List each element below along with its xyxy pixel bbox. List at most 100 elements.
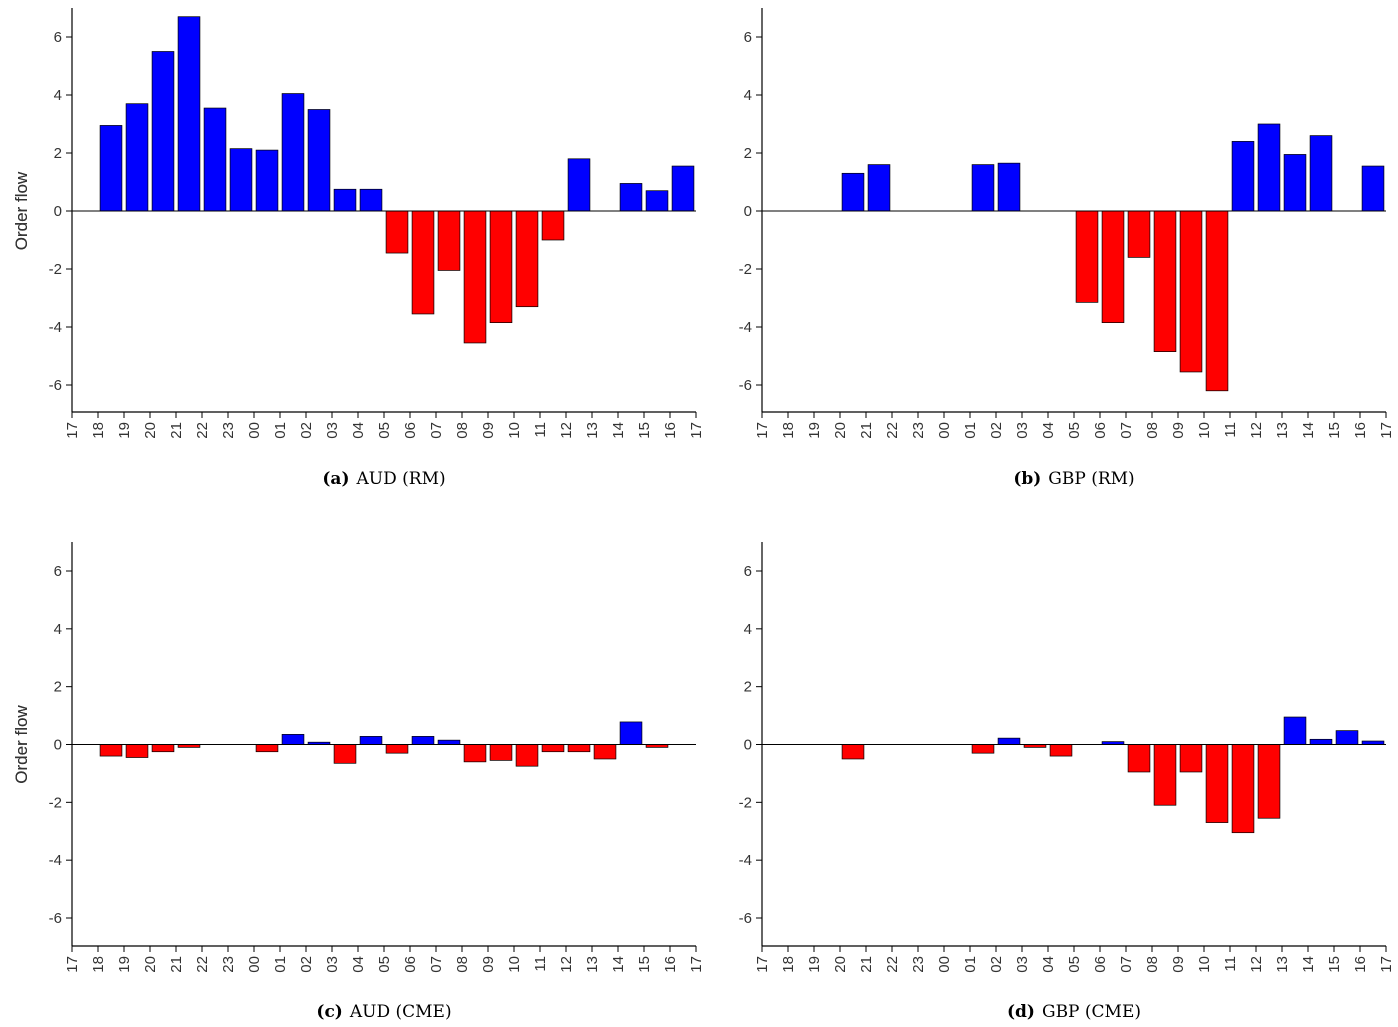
bar-13 xyxy=(1283,716,1307,745)
x-tick-label: 23 xyxy=(910,956,927,973)
bar-07 xyxy=(1127,744,1151,773)
x-tick-label: 17 xyxy=(754,422,771,439)
bar-07 xyxy=(437,739,461,745)
bar-01 xyxy=(971,744,995,754)
x-tick-label: 23 xyxy=(910,422,927,439)
x-tick-label: 03 xyxy=(324,956,341,973)
bar-03 xyxy=(333,744,357,764)
x-tick-label: 16 xyxy=(662,956,679,973)
y-axis-label: Order flow xyxy=(12,705,31,784)
bar-23 xyxy=(229,148,253,212)
bar-18 xyxy=(99,125,123,212)
x-tick-label: 13 xyxy=(1274,422,1291,439)
y-tick-label: 4 xyxy=(744,621,752,638)
x-tick-label: 02 xyxy=(988,422,1005,439)
y-tick-label: 0 xyxy=(744,203,752,220)
x-tick-label: 23 xyxy=(220,956,237,973)
x-tick-label: 23 xyxy=(220,422,237,439)
x-tick-label: 02 xyxy=(298,956,315,973)
bar-02 xyxy=(997,737,1021,745)
x-tick-label: 04 xyxy=(350,422,367,439)
bar-20 xyxy=(151,744,175,753)
x-tick-label: 08 xyxy=(454,422,471,439)
bar-19 xyxy=(125,744,149,758)
x-tick-label: 18 xyxy=(780,956,797,973)
bar-02 xyxy=(307,109,331,212)
bar-04 xyxy=(359,736,383,745)
y-tick-label: 4 xyxy=(54,621,62,638)
x-tick-label: 14 xyxy=(610,956,627,973)
x-tick-label: 00 xyxy=(936,956,953,973)
x-tick-label: 07 xyxy=(1118,422,1135,439)
bar-08 xyxy=(463,744,487,763)
y-tick-label: -4 xyxy=(49,852,62,869)
y-tick-label: -2 xyxy=(739,794,752,811)
bar-12 xyxy=(567,158,591,212)
y-axis-label: Order flow xyxy=(12,171,31,250)
y-tick-label: -2 xyxy=(49,794,62,811)
x-tick-label: 15 xyxy=(1326,422,1343,439)
x-tick-label: 12 xyxy=(558,956,575,973)
x-tick-label: 14 xyxy=(610,422,627,439)
x-tick-label: 10 xyxy=(1196,956,1213,973)
x-tick-label: 14 xyxy=(1300,422,1317,439)
x-tick-label: 20 xyxy=(832,422,849,439)
x-tick-label: 08 xyxy=(1144,956,1161,973)
y-tick-label: -6 xyxy=(49,377,62,394)
bar-10 xyxy=(515,210,539,308)
y-tick-label: 0 xyxy=(744,737,752,754)
y-tick-label: 6 xyxy=(744,563,752,580)
chart-caption: (d) GBP (CME) xyxy=(1007,1002,1141,1022)
x-tick-label: 05 xyxy=(1066,422,1083,439)
bar-08 xyxy=(463,210,487,344)
x-tick-label: 17 xyxy=(688,956,705,973)
x-tick-label: 13 xyxy=(584,956,601,973)
bar-09 xyxy=(1179,744,1203,773)
x-tick-label: 05 xyxy=(376,956,393,973)
bar-04 xyxy=(359,188,383,212)
bar-06 xyxy=(411,736,435,745)
x-tick-label: 04 xyxy=(350,956,367,973)
bar-20 xyxy=(841,172,865,212)
bar-11 xyxy=(541,210,565,241)
x-tick-label: 05 xyxy=(376,422,393,439)
y-tick-label: 0 xyxy=(54,737,62,754)
x-tick-label: 08 xyxy=(1144,422,1161,439)
bar-21 xyxy=(867,164,891,212)
bar-07 xyxy=(1127,210,1151,258)
x-tick-label: 00 xyxy=(246,422,263,439)
bar-01 xyxy=(281,734,305,745)
bar-16 xyxy=(1361,165,1385,212)
chart-caption: (a) AUD (RM) xyxy=(322,469,445,489)
x-tick-label: 22 xyxy=(884,956,901,973)
x-tick-label: 00 xyxy=(246,956,263,973)
x-tick-label: 10 xyxy=(1196,422,1213,439)
caption-name: AUD (CME) xyxy=(349,1002,452,1022)
x-tick-label: 04 xyxy=(1040,422,1057,439)
y-tick-label: 6 xyxy=(744,29,752,46)
x-tick-label: 16 xyxy=(662,422,679,439)
x-tick-label: 08 xyxy=(454,956,471,973)
bar-09 xyxy=(1179,210,1203,373)
x-tick-label: 14 xyxy=(1300,956,1317,973)
bar-01 xyxy=(971,164,995,212)
bar-08 xyxy=(1153,744,1177,806)
x-tick-label: 11 xyxy=(532,956,549,972)
bar-05 xyxy=(385,744,409,754)
x-tick-label: 22 xyxy=(194,956,211,973)
bar-03 xyxy=(333,188,357,212)
caption-name: AUD (RM) xyxy=(356,469,446,489)
caption-name: GBP (RM) xyxy=(1048,469,1134,489)
bar-12 xyxy=(1257,744,1281,819)
bar-10 xyxy=(1205,210,1229,392)
x-tick-label: 17 xyxy=(754,956,771,973)
bar-05 xyxy=(385,210,409,254)
x-tick-label: 21 xyxy=(168,422,185,439)
x-tick-label: 02 xyxy=(988,956,1005,973)
y-tick-label: -4 xyxy=(49,319,62,336)
x-tick-label: 06 xyxy=(1092,422,1109,439)
x-tick-label: 21 xyxy=(858,422,875,439)
